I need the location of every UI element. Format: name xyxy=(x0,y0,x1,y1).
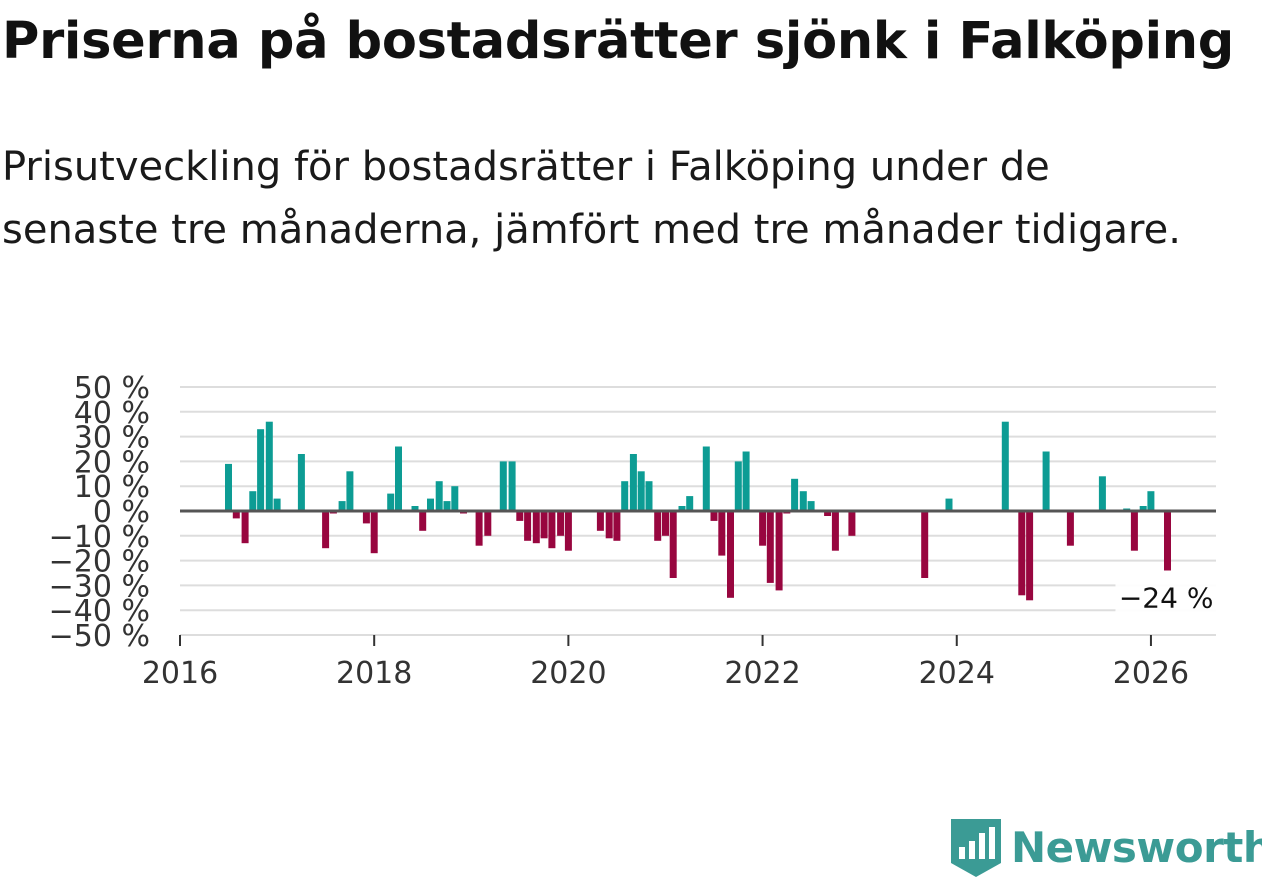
bar xyxy=(297,454,305,511)
bar xyxy=(1098,476,1106,511)
x-tick-label: 2020 xyxy=(530,656,606,691)
bar xyxy=(249,491,257,511)
y-tick-label: −30 % xyxy=(49,569,150,604)
bar xyxy=(742,451,750,511)
bar xyxy=(1139,506,1147,511)
bar xyxy=(540,511,548,539)
y-tick-label: 30 % xyxy=(74,421,150,456)
bar xyxy=(508,461,516,511)
x-tick-label: 2016 xyxy=(142,656,218,691)
bar xyxy=(654,511,662,541)
bar xyxy=(831,511,839,551)
x-tick-label: 2024 xyxy=(919,656,995,691)
bar xyxy=(645,481,653,511)
bar xyxy=(613,511,621,541)
y-tick-label: −40 % xyxy=(49,594,150,629)
bar xyxy=(475,511,483,546)
bar xyxy=(718,511,726,556)
bar xyxy=(775,511,783,591)
bar xyxy=(799,491,807,511)
bar xyxy=(395,446,402,511)
bar xyxy=(370,511,378,554)
bar xyxy=(710,511,718,521)
x-tick-label: 2022 xyxy=(724,656,800,691)
bar xyxy=(548,511,556,549)
bar xyxy=(605,511,613,539)
labels: 50 %40 %30 %20 %10 %0 %−10 %−20 %−30 %−4… xyxy=(49,371,1220,691)
bar xyxy=(557,511,565,536)
bar xyxy=(524,511,532,541)
bar xyxy=(807,501,815,511)
bar xyxy=(1042,451,1050,511)
y-tick-label: 0 % xyxy=(93,495,150,530)
brand-name: Newsworthy xyxy=(1011,823,1262,872)
y-tick-label: −10 % xyxy=(49,520,150,555)
bar xyxy=(734,461,742,511)
bar xyxy=(362,511,370,524)
bar xyxy=(1026,511,1034,601)
bar xyxy=(411,506,419,511)
page-title: Priserna på bostadsrätter sjönk i Falköp… xyxy=(2,12,1234,71)
bar xyxy=(596,511,604,531)
bar xyxy=(516,511,524,521)
bar xyxy=(443,501,451,511)
y-tick-label: 50 % xyxy=(74,371,150,406)
bar xyxy=(727,511,734,598)
bar xyxy=(678,506,686,511)
bar xyxy=(322,511,330,549)
bar xyxy=(1066,511,1074,546)
bar xyxy=(1147,491,1155,511)
y-tick-label: 10 % xyxy=(74,470,150,505)
bar xyxy=(637,471,645,511)
bar xyxy=(848,511,856,536)
bar xyxy=(419,511,427,531)
bar xyxy=(791,478,799,511)
bar xyxy=(257,429,265,511)
bar xyxy=(435,481,443,511)
bar xyxy=(921,511,929,578)
bar xyxy=(387,493,395,511)
y-tick-label: 40 % xyxy=(74,396,150,431)
bar xyxy=(1130,511,1138,551)
axes xyxy=(179,509,1216,646)
bar xyxy=(669,511,677,578)
bars xyxy=(225,421,1171,601)
bar xyxy=(265,421,273,511)
y-tick-label: −20 % xyxy=(49,545,150,580)
x-tick-label: 2018 xyxy=(336,656,412,691)
price-change-bar-chart: 50 %40 %30 %20 %10 %0 %−10 %−20 %−30 %−4… xyxy=(49,371,1220,691)
bar xyxy=(338,501,346,511)
bar xyxy=(629,454,637,511)
bar xyxy=(766,511,774,583)
bar xyxy=(1001,421,1009,511)
bar xyxy=(759,511,767,546)
bar xyxy=(1164,511,1171,571)
bar xyxy=(499,461,507,511)
newsworthy-logo: Newsworthy xyxy=(951,818,1262,878)
bar xyxy=(484,511,492,536)
bar xyxy=(451,486,459,511)
bar xyxy=(621,481,629,511)
x-tick-label: 2026 xyxy=(1113,656,1189,691)
bar xyxy=(346,471,354,511)
y-tick-label: −50 % xyxy=(49,619,150,654)
bar xyxy=(1018,511,1026,596)
bar xyxy=(564,511,572,551)
bar xyxy=(702,446,710,511)
bar xyxy=(241,511,249,544)
bar xyxy=(945,498,953,511)
newsworthy-logo-icon xyxy=(951,819,1001,877)
y-tick-label: 20 % xyxy=(74,445,150,480)
annotation-background xyxy=(1115,579,1220,618)
bar xyxy=(273,498,281,511)
bar xyxy=(686,496,694,511)
bar xyxy=(532,511,540,544)
page-subtitle: Prisutveckling för bostadsrätter i Falkö… xyxy=(2,144,1181,253)
bar xyxy=(427,498,434,511)
bar xyxy=(225,463,232,511)
bar xyxy=(824,511,832,516)
bar xyxy=(232,511,240,519)
last-value-label: −24 % xyxy=(1119,582,1214,615)
bar xyxy=(662,511,669,536)
